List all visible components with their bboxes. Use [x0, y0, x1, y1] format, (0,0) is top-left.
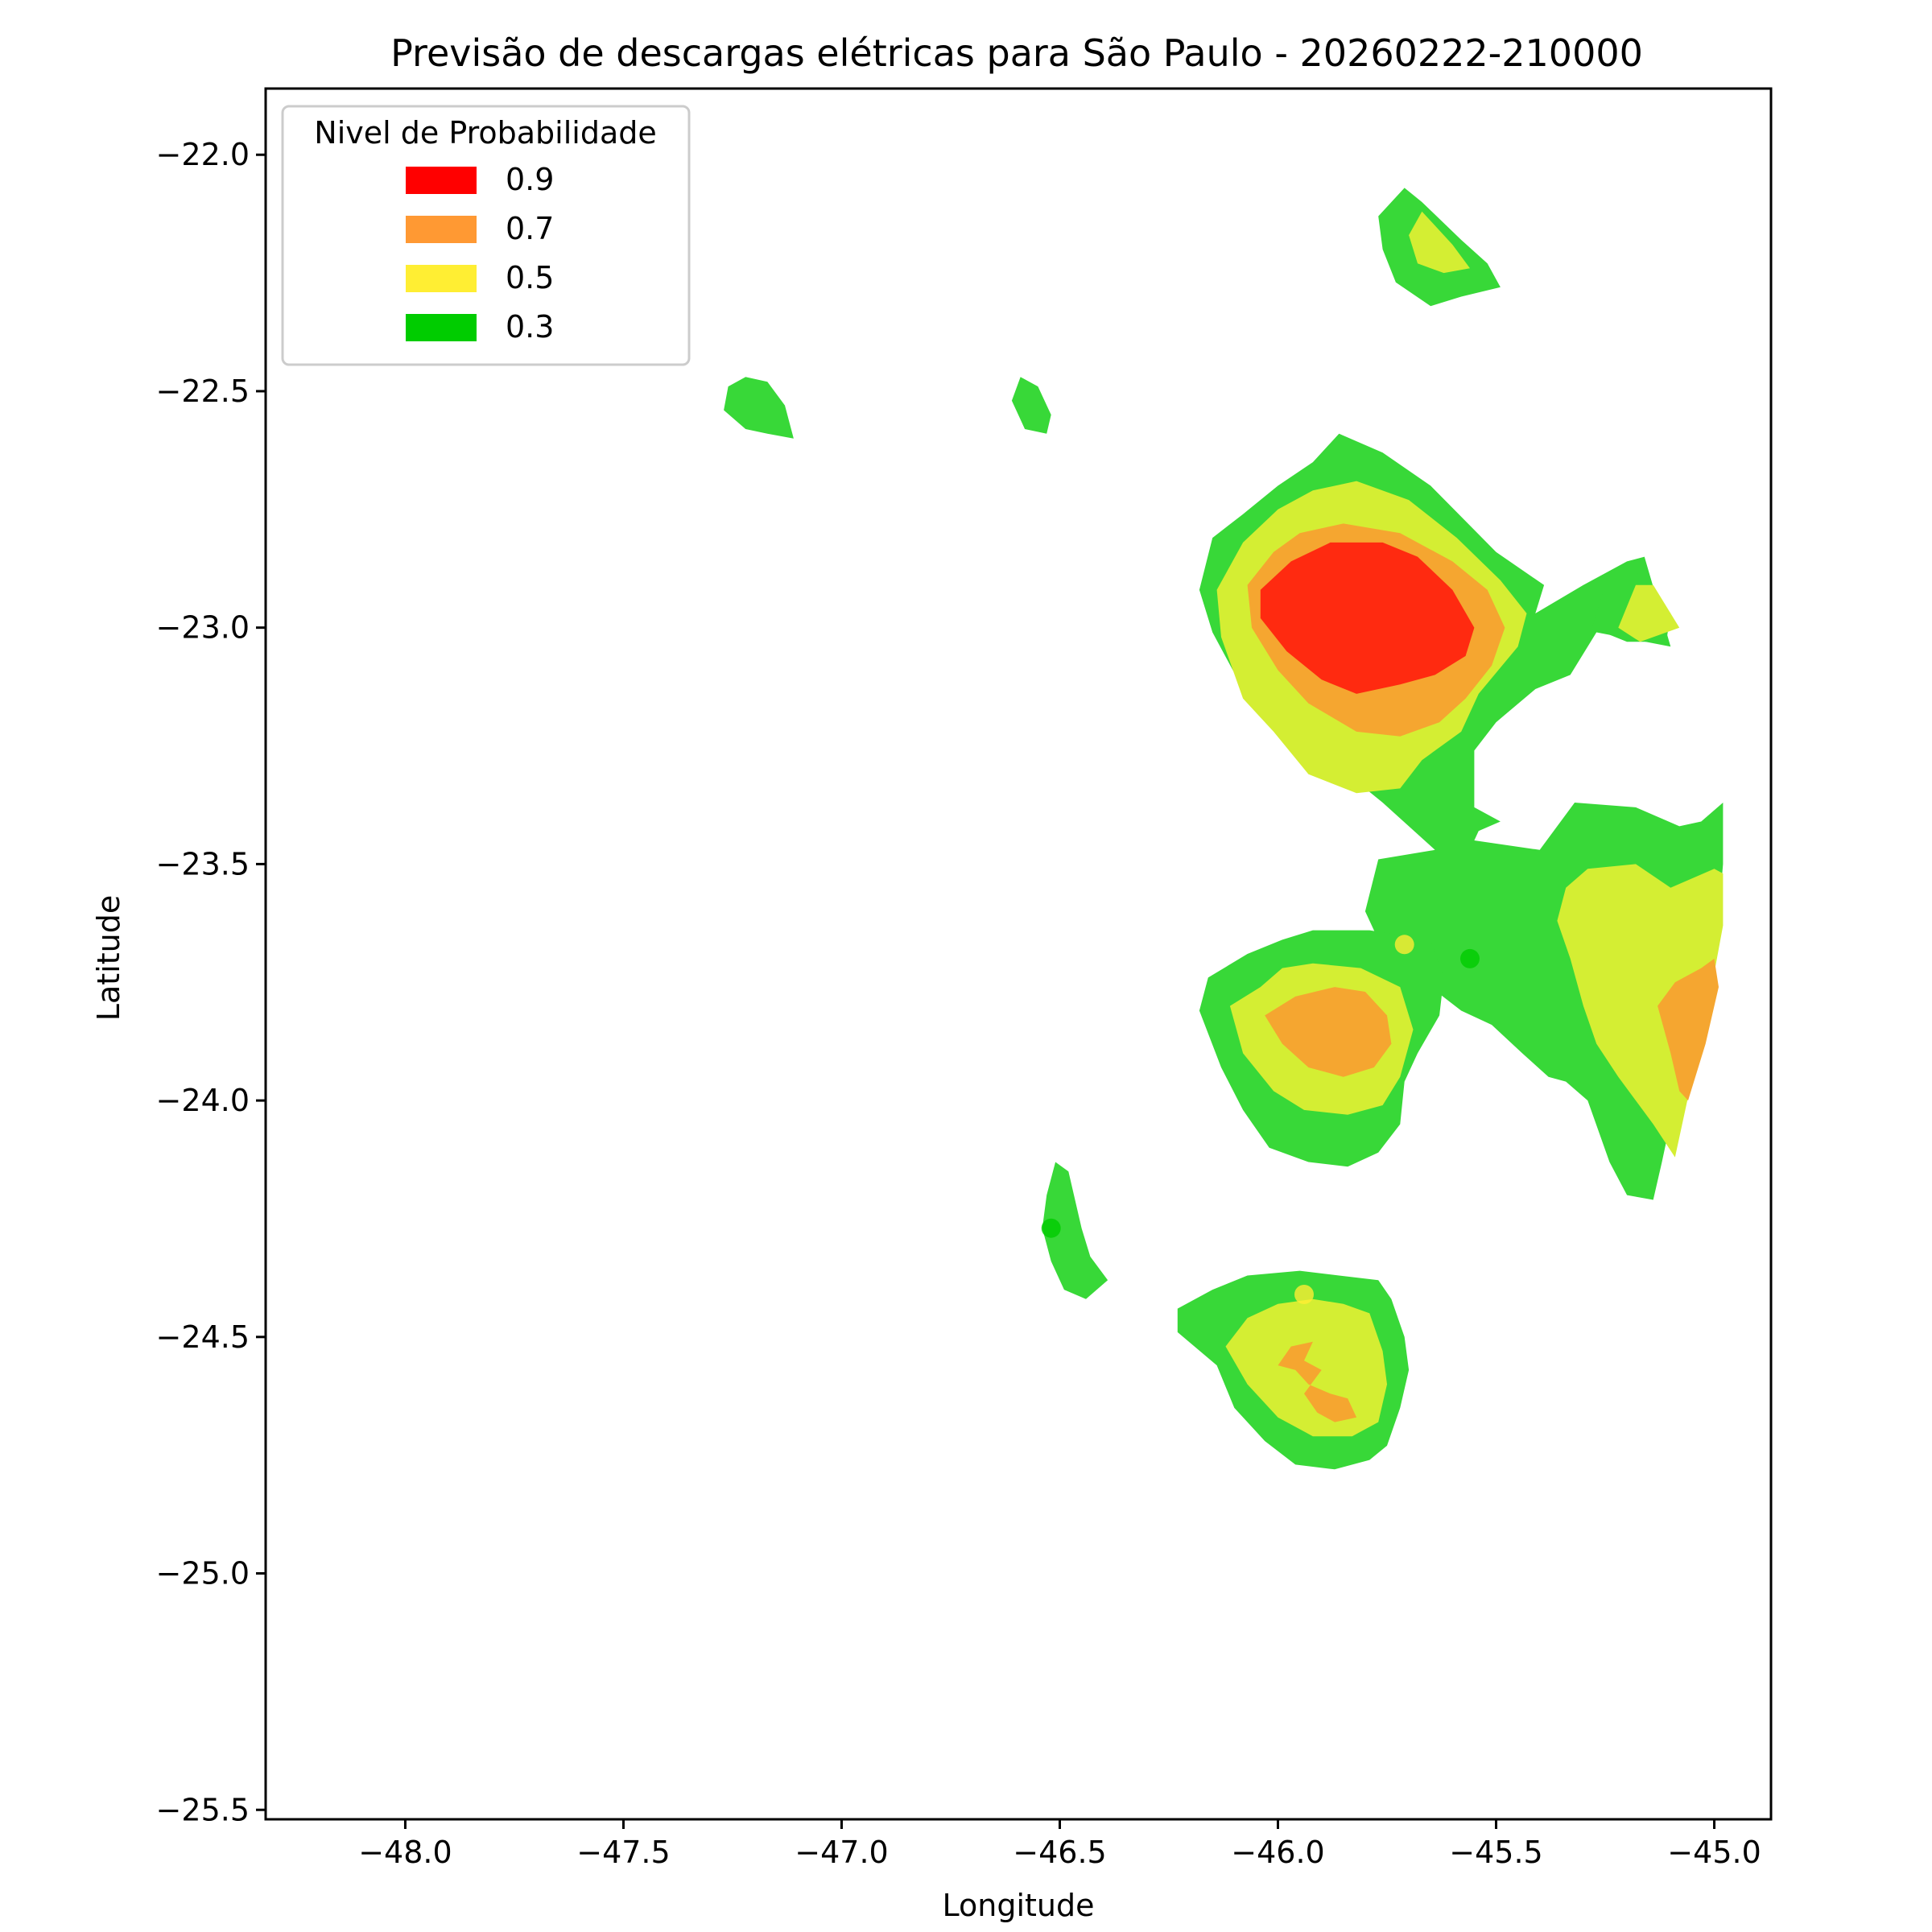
legend-swatch-03: [406, 314, 477, 341]
legend: Nivel de Probabilidade 0.9 0.7 0.5 0.3: [281, 105, 691, 366]
legend-swatch-07: [406, 216, 477, 243]
legend-entries: 0.9 0.7 0.5 0.3: [406, 162, 554, 345]
y-tick-label: −22.5: [156, 374, 250, 409]
lightning-marker-4: [1294, 1285, 1314, 1304]
legend-swatch-09: [406, 167, 477, 194]
lightning-marker-1: [1394, 935, 1414, 955]
contour-region-09-main-cell-0.9: [1260, 542, 1475, 694]
y-tick-label: −24.5: [156, 1319, 250, 1355]
x-tick-label: −47.5: [576, 1835, 670, 1870]
y-tick-label: −22.0: [156, 137, 250, 172]
y-tick-label: −24.0: [156, 1083, 250, 1118]
y-axis-label: Latitude: [91, 895, 126, 1021]
contour-region-03-blob-west-1: [724, 377, 794, 439]
contour-region-07-south-west-cell-0.7: [1278, 1341, 1357, 1422]
lightning-markers: [1041, 935, 1480, 1304]
contour-regions: [724, 188, 1724, 1470]
y-tick-label: −23.5: [156, 846, 250, 881]
y-tick-label: −25.0: [156, 1556, 250, 1591]
x-tick-label: −46.5: [1013, 1835, 1106, 1870]
legend-label-07: 0.7: [506, 211, 554, 246]
contour-region-07-east-band-0.7: [1657, 958, 1719, 1101]
x-tick-label: −45.5: [1449, 1835, 1542, 1870]
contour-region-05-east-patch-inner: [1618, 584, 1680, 642]
chart-title: Previsão de descargas elétricas para São…: [390, 31, 1643, 75]
contour-region-05-north-east-patch-inner: [1409, 211, 1470, 274]
x-tick-label: −46.0: [1231, 1835, 1324, 1870]
contour-region-07-south-cell-0.7: [1265, 987, 1392, 1077]
x-tick-label: −47.0: [795, 1835, 888, 1870]
y-axis-ticks: −22.0 −22.5 −23.0 −23.5 −24.0 −24.5 −25.0 −25.5: [156, 137, 266, 1827]
x-tick-label: −45.0: [1667, 1835, 1761, 1870]
x-axis-label: Longitude: [943, 1888, 1095, 1923]
contour-region-03-blob-west-2: [1011, 377, 1051, 434]
contour-region-03-small-patch-southwest: [1042, 1162, 1108, 1299]
y-tick-label: −23.0: [156, 610, 250, 646]
plot-frame: [264, 87, 1773, 1821]
legend-label-03: 0.3: [506, 309, 554, 345]
x-axis-ticks: −48.0 −47.5 −47.0 −46.5 −46.0 −45.5 −45.0: [358, 1819, 1761, 1870]
y-tick-label: −25.5: [156, 1792, 250, 1827]
legend-title: Nivel de Probabilidade: [314, 115, 656, 151]
lightning-marker-3: [1041, 1218, 1061, 1238]
x-tick-label: −48.0: [358, 1835, 452, 1870]
lightning-marker-2: [1460, 948, 1480, 968]
legend-swatch-05: [406, 265, 477, 292]
legend-label-05: 0.5: [506, 260, 554, 295]
legend-label-09: 0.9: [506, 162, 554, 197]
legend-box: [281, 105, 691, 366]
